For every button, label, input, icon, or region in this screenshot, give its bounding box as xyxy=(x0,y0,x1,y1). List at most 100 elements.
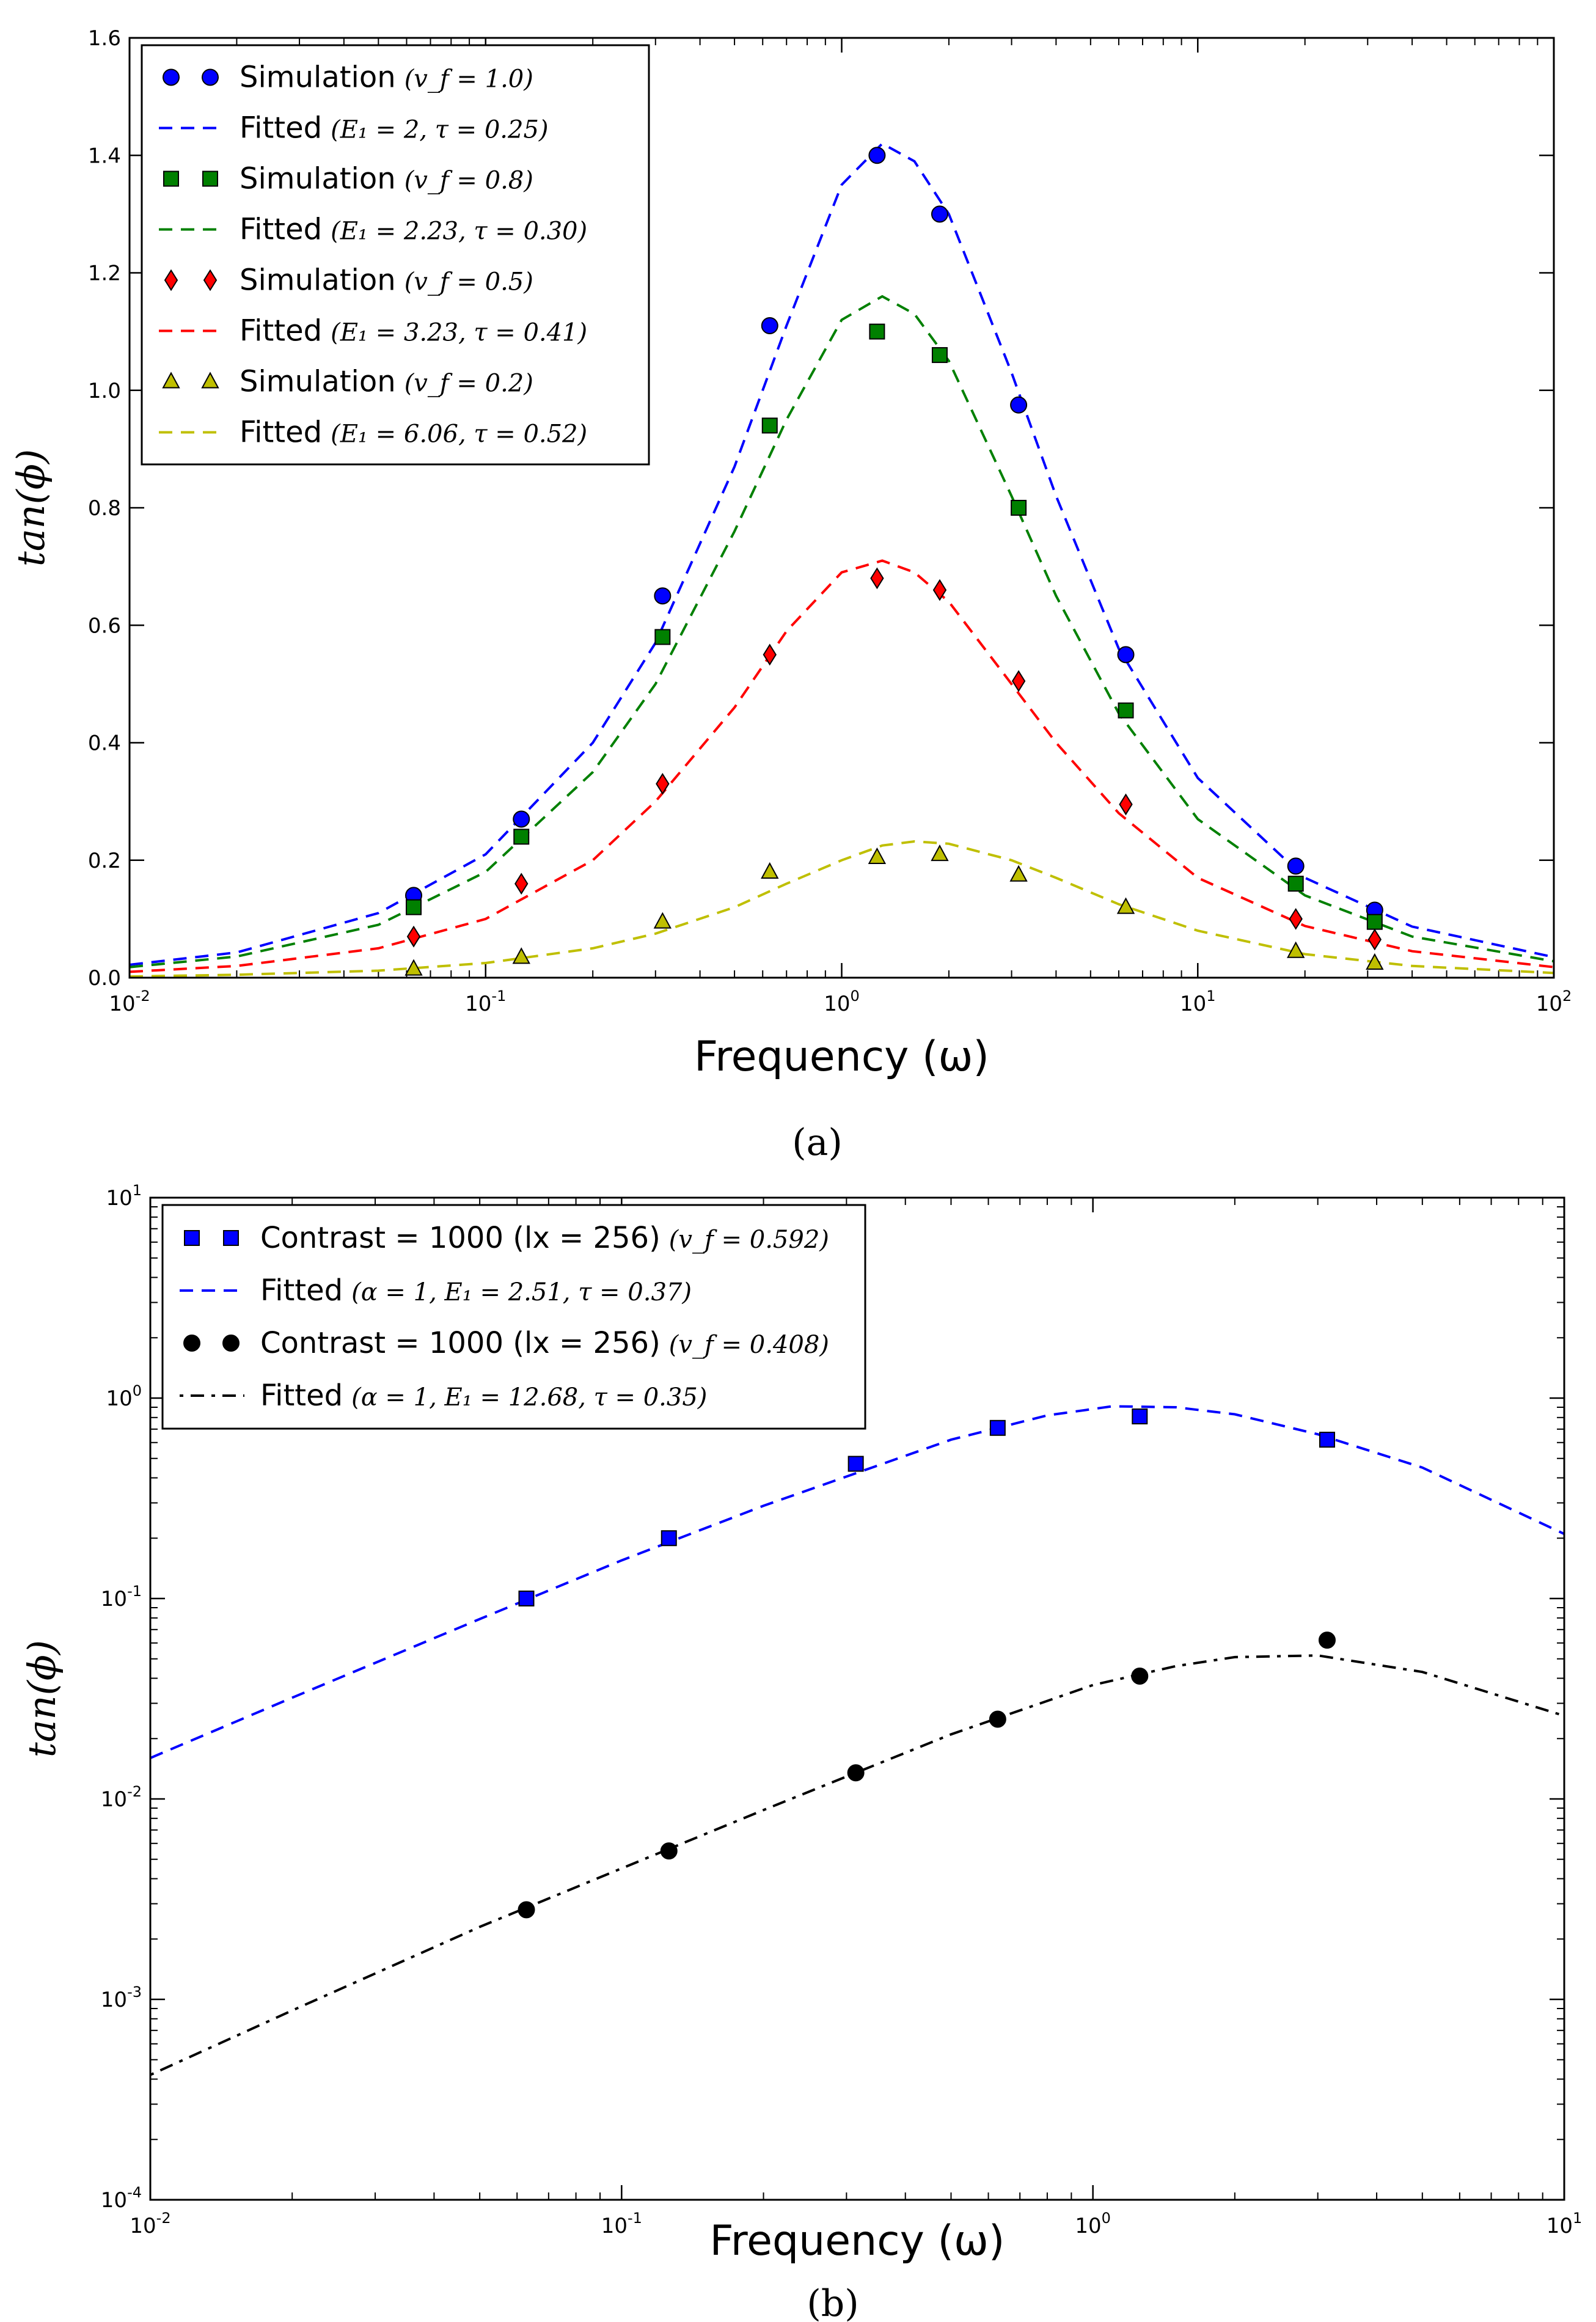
data-point-6 xyxy=(761,862,779,879)
data-point-4 xyxy=(1011,670,1026,692)
data-point-4 xyxy=(870,567,884,590)
data-point-0 xyxy=(654,587,672,605)
x-tick-label: 101 xyxy=(1547,2210,1583,2238)
plot-frame xyxy=(149,1196,1565,2201)
y-tick-label: 0.8 xyxy=(88,496,121,521)
legend-marker xyxy=(162,372,180,389)
data-point-4 xyxy=(1119,793,1133,816)
data-point-0 xyxy=(1117,646,1135,664)
y-tick-label: 1.2 xyxy=(88,262,121,286)
data-point-4 xyxy=(1367,928,1382,951)
legend-label: Fitted (α = 1, E₁ = 12.68, τ = 0.35) xyxy=(260,1379,707,1413)
data-point-6 xyxy=(868,847,887,864)
y-tick-label: 10-2 xyxy=(101,1783,142,1812)
data-point-4 xyxy=(514,873,529,895)
legend-entry: Fitted (α = 1, E₁ = 2.51, τ = 0.37) xyxy=(180,1273,692,1308)
y-tick-label: 10-4 xyxy=(101,2184,142,2213)
data-point-2 xyxy=(1131,1668,1149,1685)
data-point-0 xyxy=(1010,396,1028,414)
data-point-2 xyxy=(761,417,778,434)
legend-label: Simulation (v_f = 1.0) xyxy=(240,60,533,95)
legend-entry: Simulation (v_f = 0.8) xyxy=(163,162,533,196)
data-point-0 xyxy=(761,317,778,335)
data-point-2 xyxy=(654,629,671,645)
legend-marker xyxy=(184,1230,200,1246)
y-tick-label: 1.0 xyxy=(88,379,121,403)
legend-label: Simulation (v_f = 0.8) xyxy=(240,162,533,196)
data-point-0 xyxy=(1132,1408,1148,1425)
legend-label: Simulation (v_f = 0.5) xyxy=(240,263,533,298)
legend-marker xyxy=(183,1335,200,1352)
data-point-4 xyxy=(1289,907,1303,930)
data-point-4 xyxy=(932,579,947,601)
data-point-6 xyxy=(1366,953,1384,970)
data-point-2 xyxy=(1318,1632,1336,1649)
legend-label: Fitted (E₁ = 2, τ = 0.25) xyxy=(240,111,549,145)
fitted-curve-1 xyxy=(150,1405,1564,1759)
legend-entry: Fitted (E₁ = 3.23, τ = 0.41) xyxy=(159,314,587,348)
data-point-6 xyxy=(1009,865,1028,882)
legend-marker xyxy=(164,269,178,291)
x-tick-label: 10-1 xyxy=(465,987,506,1016)
data-point-2 xyxy=(847,1764,865,1782)
data-point-6 xyxy=(512,947,530,964)
y-tick-label: 100 xyxy=(106,1382,142,1411)
legend-entry: Fitted (α = 1, E₁ = 12.68, τ = 0.35) xyxy=(180,1379,707,1413)
x-axis-label: Frequency (ω) xyxy=(710,2217,1005,2265)
panel-b: 10-2 10-1 100 101 10-4 10-3 10-2 10-1 100 101 Cont… xyxy=(20,1182,1582,2322)
legend-marker xyxy=(203,269,218,291)
legend-marker xyxy=(222,1335,240,1352)
fitted-curve-3 xyxy=(150,1654,1564,2076)
y-tick-label: 0.0 xyxy=(88,966,121,991)
x-tick-label: 10-2 xyxy=(109,987,150,1016)
data-point-0 xyxy=(847,1456,864,1472)
data-point-6 xyxy=(404,959,423,976)
legend-label: Simulation (v_f = 0.2) xyxy=(240,365,533,399)
y-tick-label: 10-3 xyxy=(101,1983,142,2012)
legend-entry: Contrast = 1000 (lx = 256) (v_f = 0.408) xyxy=(183,1326,829,1360)
panel-caption: (a) xyxy=(792,1121,843,1164)
data-point-0 xyxy=(931,205,948,223)
legend-entry: Fitted (E₁ = 2, τ = 0.25) xyxy=(159,111,549,145)
legend-marker xyxy=(202,68,219,86)
data-point-0 xyxy=(518,1591,535,1606)
data-point-6 xyxy=(1287,941,1305,958)
data-point-2 xyxy=(1287,876,1304,892)
data-point-2 xyxy=(1118,702,1134,719)
panel-caption: (b) xyxy=(807,2282,858,2322)
legend-marker xyxy=(163,170,179,187)
plot-area xyxy=(150,1405,1564,2076)
data-point-2 xyxy=(1366,914,1383,930)
data-point-2 xyxy=(518,1901,535,1919)
legend-label: Fitted (α = 1, E₁ = 2.51, τ = 0.37) xyxy=(260,1273,692,1308)
data-point-0 xyxy=(1287,857,1305,875)
data-point-2 xyxy=(406,899,422,915)
x-tick-label: 101 xyxy=(1180,987,1216,1016)
legend-label: Fitted (E₁ = 6.06, τ = 0.52) xyxy=(240,416,587,450)
legend-marker xyxy=(163,68,180,86)
data-point-2 xyxy=(1011,500,1027,516)
legend-label: Fitted (E₁ = 2.23, τ = 0.30) xyxy=(240,213,587,247)
x-tick-label: 10-2 xyxy=(130,2210,170,2238)
y-tick-label: 0.6 xyxy=(88,613,121,638)
fitted-curve-1 xyxy=(130,142,1554,966)
legend-label: Contrast = 1000 (lx = 256) (v_f = 0.408) xyxy=(260,1326,829,1360)
legend: Contrast = 1000 (lx = 256) (v_f = 0.592) F… xyxy=(161,1204,866,1430)
plot-frame xyxy=(128,37,1555,979)
data-point-0 xyxy=(989,1419,1006,1436)
legend-label: Contrast = 1000 (lx = 256) (v_f = 0.592) xyxy=(260,1221,829,1255)
y-tick-label: 10-1 xyxy=(101,1583,142,1611)
fitted-curve-3 xyxy=(130,295,1554,969)
data-point-6 xyxy=(931,844,949,862)
legend-entry: Simulation (v_f = 0.2) xyxy=(162,365,533,399)
data-point-4 xyxy=(656,772,670,795)
y-axis-label: tan(ϕ) xyxy=(20,1640,64,1757)
panel-a: 10-2 10-1 100 101 102 0.0 0.2 0.4 0.6 0.8 1.0 1.2 1.… xyxy=(9,26,1572,1164)
legend: Simulation (v_f = 1.0) Fitted (E₁ = 2, τ = … xyxy=(141,44,650,466)
data-point-2 xyxy=(869,323,885,340)
y-tick-label: 1.4 xyxy=(88,144,121,168)
data-point-2 xyxy=(931,347,948,364)
legend-entry: Contrast = 1000 (lx = 256) (v_f = 0.592) xyxy=(184,1221,829,1255)
data-point-0 xyxy=(513,810,530,828)
legend-marker xyxy=(201,372,219,389)
